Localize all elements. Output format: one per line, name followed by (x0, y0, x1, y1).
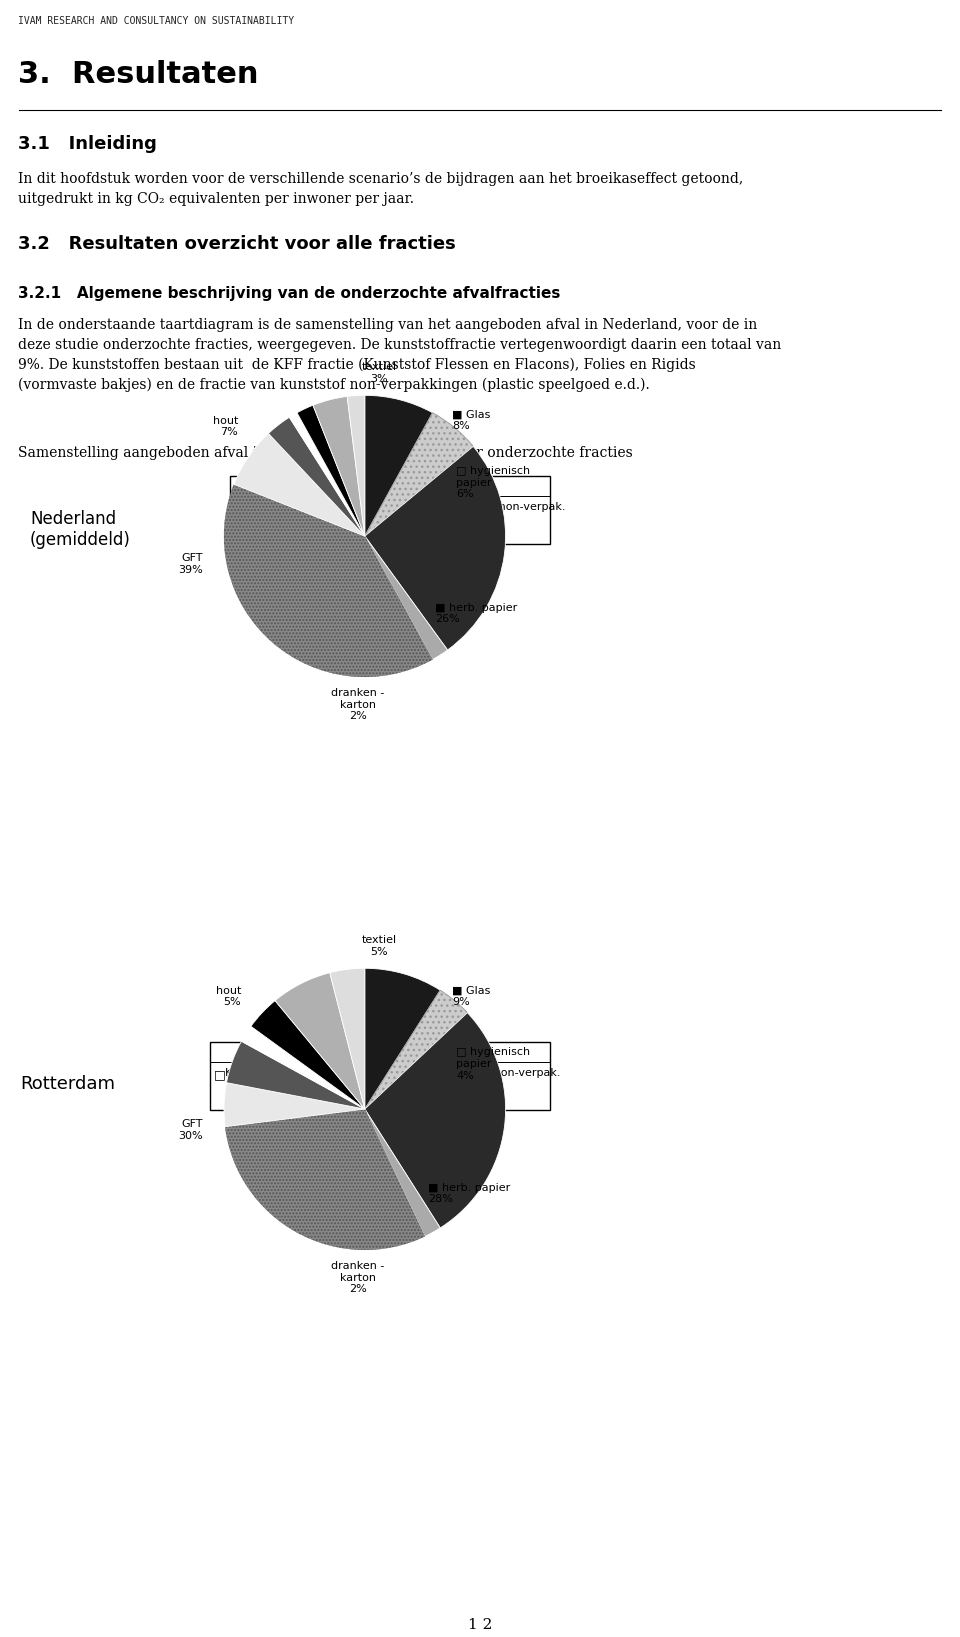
Wedge shape (276, 972, 365, 1110)
Wedge shape (365, 1110, 441, 1236)
Text: □: □ (214, 1067, 226, 1080)
Text: □ hygienisch
papier
6%: □ hygienisch papier 6% (456, 467, 531, 499)
Wedge shape (365, 413, 473, 537)
Text: hout
5%: hout 5% (216, 985, 241, 1007)
Text: dranken -
karton
2%: dranken - karton 2% (331, 688, 384, 722)
Wedge shape (365, 990, 468, 1110)
Text: Kunststoffen 9%: Kunststoffen 9% (336, 480, 444, 493)
Wedge shape (269, 417, 365, 537)
Wedge shape (234, 434, 365, 537)
Text: 3.2.1   Algemene beschrijving van de onderzochte afvalfracties: 3.2.1 Algemene beschrijving van de onder… (18, 286, 561, 301)
Text: □: □ (474, 503, 486, 516)
Text: 2%: 2% (225, 1080, 243, 1090)
Text: 3.1   Inleiding: 3.1 Inleiding (18, 134, 156, 152)
Text: ■: ■ (299, 1067, 311, 1080)
Text: ■: ■ (314, 503, 325, 516)
Text: ■ herb. papier
26%: ■ herb. papier 26% (435, 602, 517, 624)
Text: 1 2: 1 2 (468, 1617, 492, 1632)
Wedge shape (313, 396, 365, 537)
Text: Rigids: Rigids (395, 1067, 429, 1079)
Wedge shape (330, 967, 365, 1110)
Wedge shape (365, 396, 433, 537)
Text: In de onderstaande taartdiagram is de samenstelling van het aangeboden afval in : In de onderstaande taartdiagram is de sa… (18, 318, 757, 332)
Wedge shape (224, 1082, 365, 1126)
Text: □: □ (234, 503, 246, 516)
Text: In dit hoofdstuk worden voor de verschillende scenario’s de bijdragen aan het br: In dit hoofdstuk worden voor de verschil… (18, 172, 743, 187)
Text: Kunststoffen 17%: Kunststoffen 17% (322, 1046, 439, 1059)
Wedge shape (365, 537, 447, 660)
Text: ■ Glas
8%: ■ Glas 8% (452, 409, 491, 432)
Text: uitgedrukt in kg CO₂ equivalenten per inwoner per jaar.: uitgedrukt in kg CO₂ equivalenten per in… (18, 192, 414, 206)
Wedge shape (365, 967, 441, 1110)
FancyBboxPatch shape (230, 476, 550, 543)
Text: Rigids: Rigids (405, 503, 439, 512)
Text: 1%: 1% (245, 514, 263, 524)
Text: ■ herb. papier
28%: ■ herb. papier 28% (428, 1184, 511, 1205)
Text: KFF: KFF (225, 1067, 245, 1079)
Text: deze studie onderzochte fracties, weergegeven. De kunststoffractie vertegenwoord: deze studie onderzochte fracties, weerge… (18, 337, 781, 352)
Text: Samenstelling aangeboden afval in Nederland en Rotterdam voor onderzochte fracti: Samenstelling aangeboden afval in Nederl… (18, 445, 633, 460)
Wedge shape (224, 485, 433, 676)
Text: 7%: 7% (395, 1080, 413, 1090)
Text: 4%: 4% (310, 1080, 327, 1090)
Text: 2%: 2% (325, 514, 343, 524)
Wedge shape (241, 1026, 365, 1110)
Wedge shape (348, 396, 365, 537)
Wedge shape (251, 1000, 365, 1110)
Text: ■ Glas
9%: ■ Glas 9% (452, 985, 491, 1007)
Text: (vormvaste bakjes) en de fractie van kunststof non-verpakkingen (plastic speelgo: (vormvaste bakjes) en de fractie van kun… (18, 378, 650, 393)
Text: 9%. De kunststoffen bestaan uit  de KFF fractie (Kunststof Flessen en Flacons), : 9%. De kunststoffen bestaan uit de KFF f… (18, 359, 696, 372)
Text: □ hygienisch
papier
4%: □ hygienisch papier 4% (456, 1048, 531, 1080)
Text: dranken -
karton
2%: dranken - karton 2% (331, 1260, 384, 1295)
Text: IVAM RESEARCH AND CONSULTANCY ON SUSTAINABILITY: IVAM RESEARCH AND CONSULTANCY ON SUSTAIN… (18, 16, 294, 26)
Wedge shape (297, 406, 365, 537)
Text: 2%: 2% (485, 514, 503, 524)
Wedge shape (227, 1041, 365, 1110)
Text: textiel
3%: textiel 3% (361, 362, 396, 385)
Wedge shape (289, 413, 365, 537)
Text: Folies: Folies (310, 1067, 342, 1079)
Text: 4%: 4% (480, 1080, 497, 1090)
Text: 3.2   Resultaten overzicht voor alle fracties: 3.2 Resultaten overzicht voor alle fract… (18, 236, 456, 254)
Text: textiel
5%: textiel 5% (361, 935, 396, 958)
Wedge shape (226, 1110, 424, 1249)
Text: hout
7%: hout 7% (213, 416, 238, 437)
Text: KFF: KFF (245, 503, 265, 512)
Wedge shape (365, 447, 506, 650)
Text: k. non-verpak.: k. non-verpak. (480, 1067, 561, 1079)
Text: GFT
39%: GFT 39% (179, 553, 203, 575)
FancyBboxPatch shape (210, 1043, 550, 1110)
Text: GFT
30%: GFT 30% (179, 1120, 203, 1141)
Text: Nederland
(gemiddeld): Nederland (gemiddeld) (30, 511, 131, 548)
Text: 3.  Resultaten: 3. Resultaten (18, 61, 258, 88)
Text: □: □ (469, 1067, 481, 1080)
Text: 4%: 4% (405, 514, 422, 524)
Text: k. non-verpak.: k. non-verpak. (485, 503, 565, 512)
Wedge shape (365, 1013, 506, 1228)
Text: Folies: Folies (325, 503, 356, 512)
Text: Rotterdam: Rotterdam (20, 1076, 115, 1094)
